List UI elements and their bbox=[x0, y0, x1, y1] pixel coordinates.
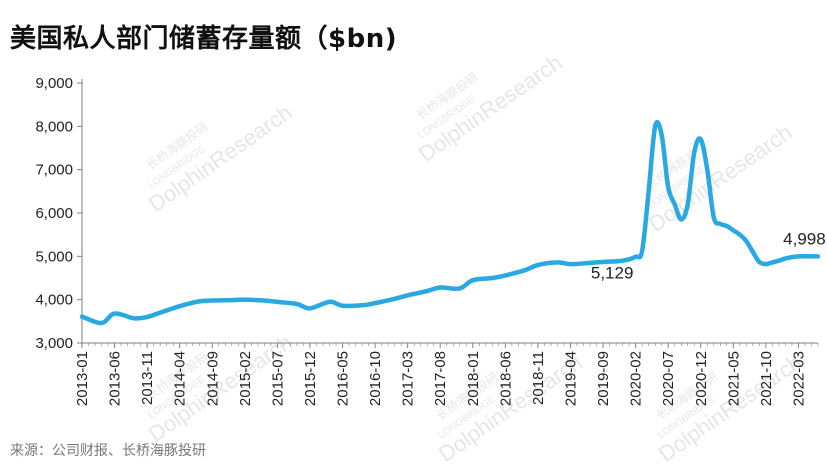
x-tick-label: 2017-03 bbox=[400, 351, 417, 406]
x-tick-label: 2014-09 bbox=[204, 351, 221, 406]
x-tick-label: 2018-11 bbox=[530, 351, 547, 405]
series-layer bbox=[79, 120, 821, 326]
x-tick-label: 2022-03 bbox=[790, 351, 807, 406]
x-tick-label: 2021-05 bbox=[725, 351, 742, 406]
data-label: 4,998 bbox=[783, 229, 826, 248]
chart-title: 美国私人部门储蓄存量额（$bn) bbox=[10, 24, 398, 54]
x-axis-ticks: 2013-01 2013-06 2013-11 2014-04 2014-09 2015-… bbox=[74, 343, 819, 406]
data-label: 5,129 bbox=[591, 264, 634, 283]
x-tick-label: 2013-06 bbox=[107, 351, 124, 406]
x-tick-label: 2014-04 bbox=[172, 351, 189, 406]
x-tick-label: 2013-01 bbox=[74, 351, 91, 406]
x-tick-label: 2020-02 bbox=[628, 351, 645, 406]
x-tick-label: 2015-12 bbox=[302, 351, 319, 406]
x-tick-label: 2019-09 bbox=[595, 351, 612, 406]
y-tick-label: 6,000 bbox=[35, 205, 73, 222]
source-note: 来源：公司财报、长桥海豚投研 bbox=[10, 443, 206, 459]
x-tick-label: 2015-07 bbox=[269, 351, 286, 406]
x-tick-label: 2016-10 bbox=[367, 351, 384, 406]
x-tick-label: 2016-05 bbox=[335, 351, 352, 406]
x-tick-label: 2018-01 bbox=[465, 351, 482, 406]
y-tick-label: 8,000 bbox=[35, 118, 73, 135]
y-axis-ticks: 3,000 4,000 5,000 6,000 7,000 8,000 9,000 bbox=[35, 75, 82, 352]
x-tick-label: 2020-07 bbox=[660, 351, 677, 406]
x-tick-label: 2015-02 bbox=[237, 351, 254, 406]
chart-axes bbox=[81, 79, 818, 344]
y-tick-label: 7,000 bbox=[35, 162, 73, 179]
y-tick-label: 3,000 bbox=[35, 335, 73, 352]
x-tick-label: 2020-12 bbox=[693, 351, 710, 406]
x-tick-label: 2017-08 bbox=[432, 351, 449, 406]
x-tick-label: 2021-10 bbox=[758, 351, 775, 406]
x-tick-label: 2013-11 bbox=[139, 351, 156, 405]
y-tick-label: 9,000 bbox=[35, 75, 73, 92]
series-line bbox=[79, 120, 821, 326]
x-tick-label: 2019-04 bbox=[562, 351, 579, 406]
x-tick-label: 2018-06 bbox=[497, 351, 514, 406]
annotation-layer: 5,129 4,998 bbox=[591, 229, 826, 282]
y-tick-label: 5,000 bbox=[35, 248, 73, 265]
y-tick-label: 4,000 bbox=[35, 292, 73, 309]
